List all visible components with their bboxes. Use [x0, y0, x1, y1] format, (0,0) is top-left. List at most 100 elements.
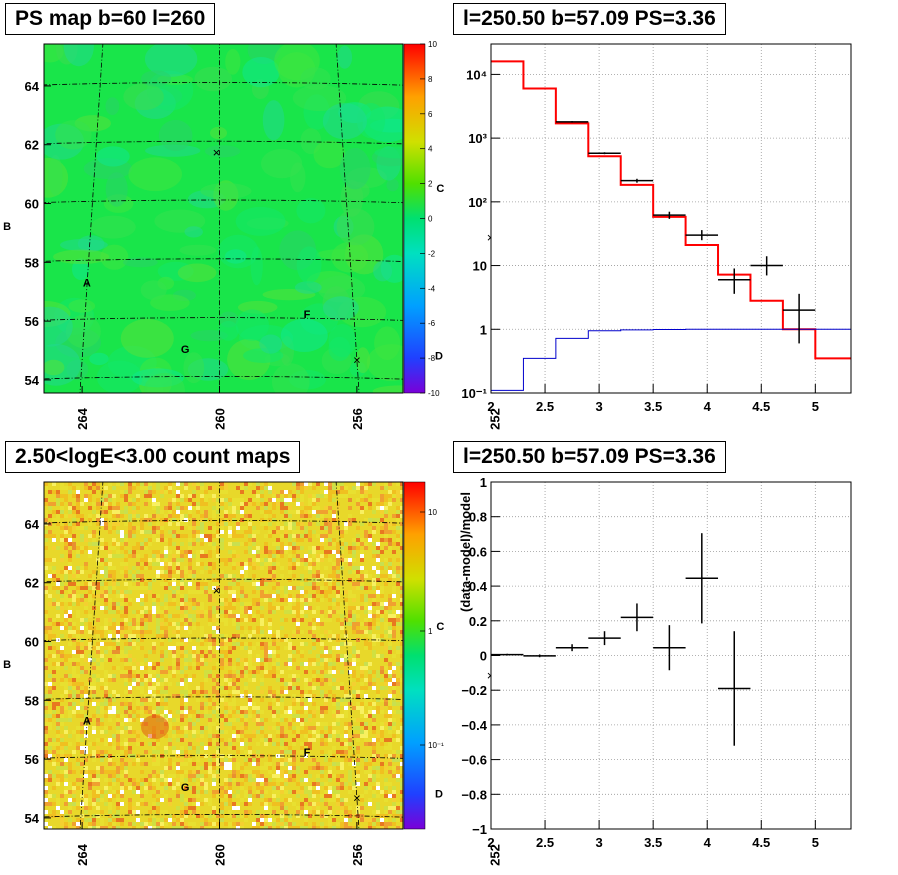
count-map-pixel [92, 742, 96, 746]
count-map-pixel [204, 610, 208, 614]
count-map-pixel [212, 542, 216, 546]
count-map-pixel [392, 666, 396, 670]
count-map-pixel [264, 642, 268, 646]
count-map-pixel [48, 794, 52, 798]
count-map-pixel [140, 802, 144, 806]
count-map-pixel [224, 686, 228, 690]
count-map-pixel [308, 690, 312, 694]
count-map-pixel [208, 670, 212, 674]
count-map-pixel [268, 562, 272, 566]
count-map-pixel [320, 510, 324, 514]
count-map-pixel [364, 742, 368, 746]
count-map-pixel [304, 814, 308, 818]
count-map-pixel [216, 714, 220, 718]
count-map-pixel [136, 826, 140, 829]
count-map-pixel [44, 498, 48, 502]
count-map-pixel [260, 642, 264, 646]
count-map-pixel [256, 686, 260, 690]
count-map-pixel [248, 534, 252, 538]
count-map-pixel [152, 710, 156, 714]
count-map-pixel [180, 794, 184, 798]
count-map-pixel [180, 650, 184, 654]
count-map-pixel [356, 826, 360, 829]
count-map-pixel [312, 738, 316, 742]
count-map-pixel [276, 538, 280, 542]
count-map-pixel [152, 534, 156, 538]
count-map-pixel [280, 810, 284, 814]
count-map-pixel [260, 698, 264, 702]
count-map-pixel [60, 762, 64, 766]
count-map-pixel [64, 766, 68, 770]
count-map-pixel [216, 746, 220, 750]
count-map-pixel [296, 610, 300, 614]
count-map-pixel [236, 562, 240, 566]
y-tick-label: 0.6 [469, 544, 487, 559]
count-map-pixel [152, 826, 156, 829]
count-map-pixel [216, 710, 220, 714]
count-map-pixel [396, 766, 400, 770]
count-map-pixel [216, 534, 220, 538]
count-map-pixel [356, 726, 360, 730]
count-map-pixel [208, 726, 212, 730]
count-map-pixel [148, 822, 152, 826]
count-map-pixel [340, 734, 344, 738]
count-map-pixel [112, 710, 116, 714]
count-map-pixel [188, 582, 192, 586]
count-map-pixel [52, 574, 56, 578]
count-map-pixel [76, 746, 80, 750]
count-map-pixel [380, 670, 384, 674]
count-map-pixel [64, 514, 68, 518]
ps-map-blob [120, 318, 174, 358]
count-map-pixel [80, 710, 84, 714]
count-map-pixel [188, 566, 192, 570]
count-map-pixel [200, 634, 204, 638]
count-map-pixel [280, 702, 284, 706]
count-map-pixel [80, 746, 84, 750]
count-map-pixel [248, 810, 252, 814]
count-map-pixel [272, 710, 276, 714]
count-map-pixel [292, 542, 296, 546]
count-map-pixel [204, 798, 208, 802]
count-map-pixel [48, 558, 52, 562]
count-map-pixel [116, 590, 120, 594]
count-map-pixel [120, 490, 124, 494]
count-map-pixel [156, 690, 160, 694]
count-map-pixel [292, 790, 296, 794]
count-map-pixel [296, 586, 300, 590]
count-map-pixel [396, 682, 400, 686]
count-map-pixel [340, 622, 344, 626]
count-map-pixel [212, 510, 216, 514]
count-map-pixel [288, 610, 292, 614]
count-map-pixel [180, 554, 184, 558]
count-map-pixel [276, 706, 280, 710]
count-map-pixel [356, 566, 360, 570]
count-map-pixel [184, 662, 188, 666]
ps-map-blob [68, 299, 96, 313]
count-map-pixel [68, 602, 72, 606]
count-map-pixel [156, 526, 160, 530]
count-map-pixel [312, 546, 316, 550]
count-map-pixel [224, 586, 228, 590]
count-map-pixel [200, 526, 204, 530]
count-map-pixel [96, 718, 100, 722]
count-map-pixel [356, 750, 360, 754]
count-map-pixel [324, 794, 328, 798]
count-map-pixel [372, 826, 376, 829]
count-map-pixel [380, 602, 384, 606]
count-map-pixel [176, 782, 180, 786]
residual-axes: 2 2.5 3 3.5 4 4.5 510.80.60.40.20−0.2−0.4−0.6−… [461, 475, 819, 850]
count-map-pixel [308, 582, 312, 586]
count-map-pixel [124, 786, 128, 790]
count-map-pixel [352, 570, 356, 574]
count-map-pixel [120, 722, 124, 726]
count-map-pixel [264, 534, 268, 538]
count-map-pixel [64, 726, 68, 730]
count-map-pixel [264, 742, 268, 746]
count-map-pixel [260, 594, 264, 598]
count-map-pixel [88, 630, 92, 634]
y-tick-label: 62 [25, 576, 39, 591]
count-map-pixel [60, 510, 64, 514]
count-map-pixel [256, 750, 260, 754]
count-map-pixel [220, 546, 224, 550]
count-map-pixel [232, 802, 236, 806]
